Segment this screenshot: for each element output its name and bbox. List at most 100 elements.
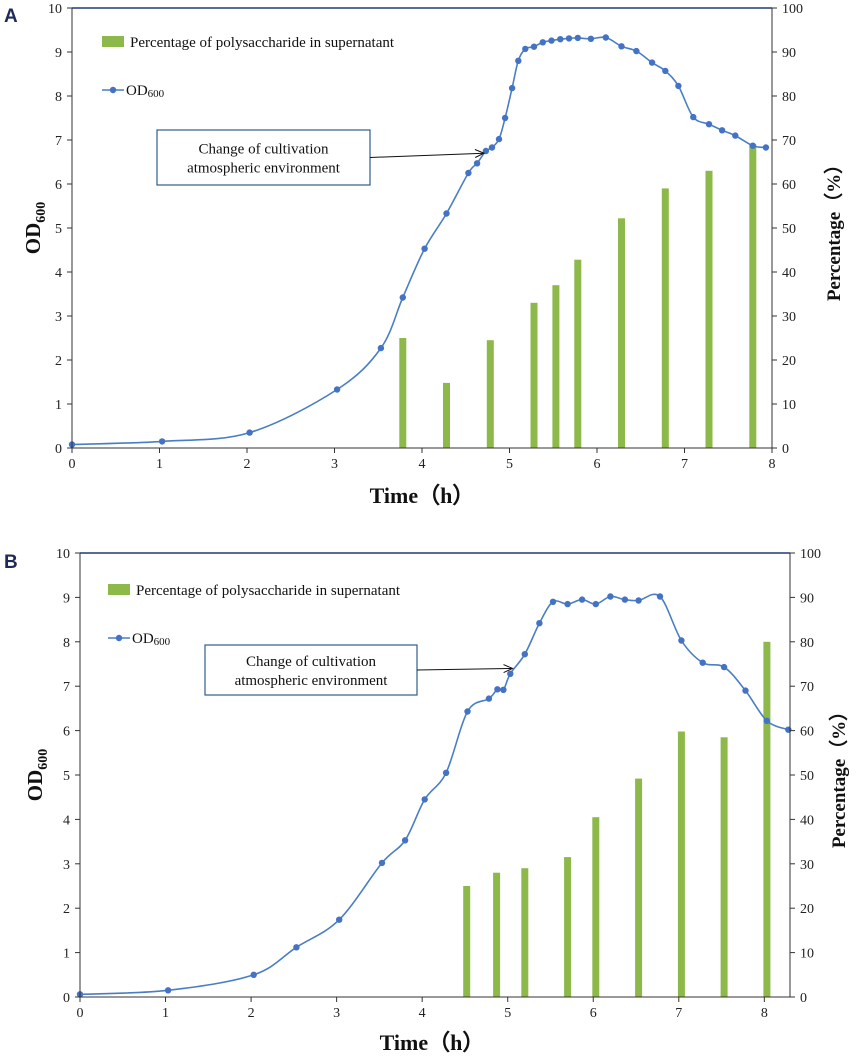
y-left-axis-title: OD600 — [21, 202, 49, 255]
od600-point — [421, 796, 428, 803]
od600-point — [607, 593, 614, 600]
x-tick-label: 6 — [590, 1006, 597, 1021]
bar — [592, 817, 600, 997]
bar — [564, 857, 572, 997]
x-tick-label: 1 — [162, 1006, 169, 1021]
od600-point — [763, 717, 771, 724]
annotation-arrow-head — [474, 149, 486, 158]
od600-point — [633, 47, 640, 55]
y-left-tick-label: 0 — [55, 442, 62, 457]
y-left-tick-label: 8 — [63, 636, 70, 651]
legend-bar-label: Percentage of polysaccharide in supernat… — [130, 35, 395, 51]
bar — [463, 886, 471, 997]
x-tick-label: 4 — [419, 1006, 426, 1021]
x-tick-label: 0 — [69, 457, 76, 472]
bar — [486, 340, 494, 448]
y-left-tick-label: 4 — [63, 813, 70, 828]
od600-point — [656, 593, 664, 600]
bar — [720, 737, 728, 997]
y-right-tick-label: 40 — [800, 813, 814, 828]
od600-point — [548, 37, 555, 44]
x-tick-label: 4 — [419, 457, 426, 472]
y-right-tick-label: 10 — [800, 947, 814, 962]
y-right-axis-title: Percentage（%） — [827, 702, 850, 848]
y-left-tick-label: 9 — [63, 591, 70, 606]
od600-point — [587, 35, 595, 42]
od600-point — [336, 916, 343, 923]
annotation-box — [156, 129, 371, 186]
od600-point — [592, 600, 599, 608]
legend-bar-label: Percentage of polysaccharide in supernat… — [136, 583, 401, 599]
bar — [574, 259, 582, 448]
legend-line-marker — [115, 634, 123, 642]
x-tick-label: 8 — [761, 1006, 768, 1021]
od600-point — [158, 438, 166, 445]
od600-point — [662, 67, 669, 75]
y-left-tick-label: 3 — [63, 858, 70, 873]
y-right-tick-label: 60 — [782, 178, 796, 193]
y-left-axis-title: OD600 — [23, 749, 51, 802]
od600-point — [401, 837, 409, 844]
y-left-tick-label: 6 — [55, 178, 62, 193]
od600-point — [549, 598, 557, 605]
x-tick-label: 5 — [506, 457, 513, 472]
y-right-tick-label: 100 — [782, 2, 803, 17]
od600-point — [378, 859, 386, 867]
od600-point — [515, 57, 522, 64]
od600-point — [578, 596, 586, 603]
x-tick-label: 3 — [331, 457, 338, 472]
od600-point — [574, 34, 581, 42]
y-left-tick-label: 5 — [63, 769, 70, 784]
y-left-tick-label: 1 — [63, 947, 70, 962]
od600-point — [443, 210, 450, 217]
y-right-tick-label: 20 — [800, 902, 814, 917]
y-left-title-main: OD — [23, 770, 47, 802]
y-right-tick-label: 30 — [782, 310, 796, 325]
y-right-tick-label: 0 — [782, 442, 789, 457]
y-right-tick-label: 100 — [800, 547, 821, 562]
od600-point — [399, 294, 406, 301]
od600-point — [293, 944, 300, 951]
od600-point — [718, 127, 726, 134]
od600-point — [720, 663, 728, 671]
annotation-line2: atmospheric environment — [235, 673, 389, 689]
legend-line-label: OD600 — [126, 83, 165, 100]
od600-point — [742, 687, 749, 694]
od600-point — [565, 35, 573, 42]
od600-point — [507, 670, 514, 677]
od600-point — [465, 169, 472, 177]
od600-point — [442, 769, 450, 776]
x-tick-label: 6 — [594, 457, 601, 472]
od600-point — [500, 686, 507, 693]
od600-point — [494, 686, 501, 693]
od600-point — [621, 596, 629, 603]
x-tick-label: 8 — [769, 457, 776, 472]
od600-point — [618, 43, 625, 50]
od600-point — [377, 344, 385, 352]
x-tick-label: 5 — [504, 1006, 511, 1021]
y-right-tick-label: 10 — [782, 398, 796, 413]
legend-line-main: OD — [126, 83, 148, 99]
od600-point — [732, 132, 739, 139]
od600-point — [785, 726, 792, 733]
legend-line-label: OD600 — [132, 631, 171, 648]
bar — [399, 338, 407, 448]
od600-point — [246, 429, 253, 436]
annotation-arrow-shaft — [416, 667, 513, 671]
x-tick-label: 2 — [248, 1006, 255, 1021]
y-left-tick-label: 10 — [48, 2, 62, 17]
y-right-tick-label: 80 — [782, 90, 796, 105]
x-tick-label: 1 — [156, 457, 163, 472]
y-left-title-sub: 600 — [36, 749, 51, 770]
od600-point — [635, 597, 642, 604]
od600-point — [501, 114, 509, 122]
od600-point — [521, 651, 528, 658]
od600-point — [762, 144, 770, 151]
y-right-tick-label: 50 — [800, 769, 814, 784]
y-left-tick-label: 10 — [56, 547, 70, 562]
bar — [618, 218, 625, 448]
bar — [705, 170, 713, 449]
legend-bar-swatch — [108, 584, 130, 595]
